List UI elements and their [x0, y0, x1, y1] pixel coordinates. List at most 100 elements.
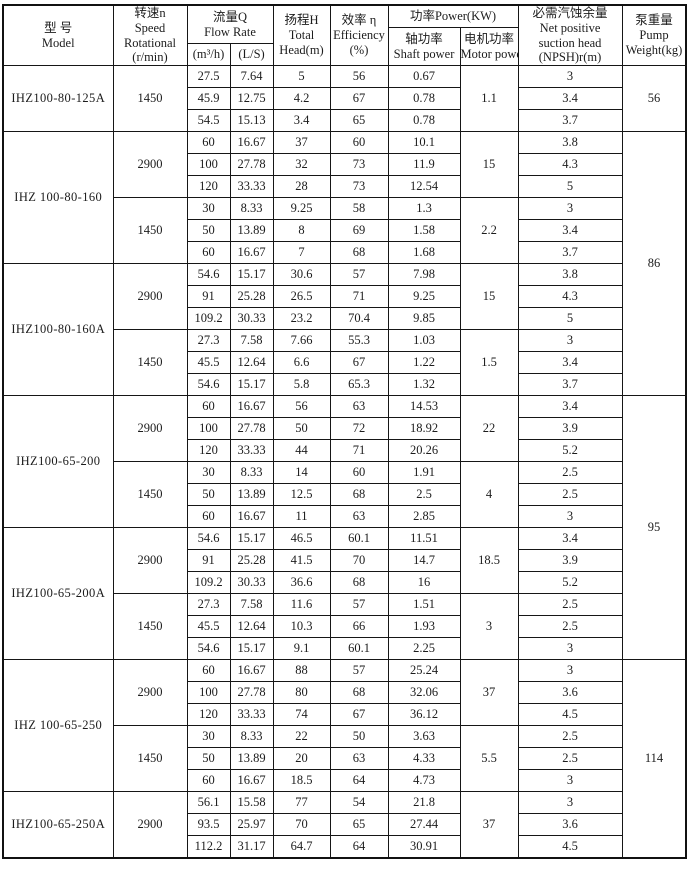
efficiency-cell: 60 [329, 461, 389, 484]
efficiency-cell: 70 [329, 549, 389, 572]
head-cell: 9.1 [272, 637, 331, 660]
speed-cell: 1450 [112, 197, 188, 264]
shaft-power-cell: 36.12 [387, 703, 461, 726]
model-cell: IHZ100-65-200 [2, 395, 114, 528]
npsh-cell: 3 [517, 197, 623, 220]
flow-m3h-cell: 54.6 [186, 527, 231, 550]
shaft-power-cell: 1.51 [387, 593, 461, 616]
efficiency-cell: 50 [329, 725, 389, 748]
efficiency-cell: 54 [329, 791, 389, 814]
head-cell: 8 [272, 219, 331, 242]
motor-power-cell: 37 [459, 791, 519, 859]
shaft-power-cell: 2.85 [387, 505, 461, 528]
flow-m3h-cell: 91 [186, 285, 231, 308]
npsh-cell: 3 [517, 505, 623, 528]
table-row: 91 25.28 26.5 71 9.25 4.3 [3, 285, 686, 308]
npsh-cell: 4.5 [517, 835, 623, 859]
efficiency-cell: 68 [329, 241, 389, 264]
shaft-power-cell: 14.7 [387, 549, 461, 572]
efficiency-cell: 60.1 [329, 527, 389, 550]
header-flow-unit-ls: (L/S) [229, 43, 274, 66]
flow-ls-cell: 33.33 [229, 703, 274, 726]
flow-ls-cell: 25.97 [229, 813, 274, 836]
speed-cell: 1450 [112, 593, 188, 660]
efficiency-cell: 60.1 [329, 637, 389, 660]
npsh-cell: 3.8 [517, 263, 623, 286]
head-cell: 11.6 [272, 593, 331, 616]
efficiency-cell: 60 [329, 131, 389, 154]
efficiency-cell: 67 [329, 87, 389, 110]
speed-cell: 2900 [112, 659, 188, 726]
npsh-cell: 4.3 [517, 153, 623, 176]
head-cell: 14 [272, 461, 331, 484]
flow-m3h-cell: 60 [186, 241, 231, 264]
efficiency-cell: 68 [329, 571, 389, 594]
npsh-cell: 2.5 [517, 593, 623, 616]
table-row: IHZ100-80-160A 2900 54.6 15.17 30.6 57 7… [2, 263, 686, 396]
npsh-cell: 3.6 [517, 681, 623, 704]
flow-m3h-cell: 54.6 [186, 637, 231, 660]
table-row: 50 13.89 20 63 4.33 2.5 [3, 747, 686, 770]
shaft-power-cell: 4.73 [387, 769, 461, 792]
efficiency-cell: 69 [329, 219, 389, 242]
model-cell: IHZ100-65-200A [2, 527, 114, 660]
speed-cell: 1450 [112, 461, 188, 528]
npsh-cell: 2.5 [517, 461, 623, 484]
npsh-cell: 3 [517, 637, 623, 660]
header-efficiency: 效率 η Efficiency (%) [329, 4, 389, 66]
shaft-power-cell: 32.06 [387, 681, 461, 704]
header-speed-en2: Rotational [123, 35, 177, 50]
flow-ls-cell: 33.33 [229, 439, 274, 462]
speed-cell: 2900 [112, 131, 188, 198]
header-weight: 泵重量 Pump Weight(kg) [621, 4, 687, 66]
speed-cell: 1450 [112, 725, 188, 792]
table-row: 54.6 15.17 9.1 60.1 2.25 3 [3, 637, 686, 660]
shaft-power-cell: 2.5 [387, 483, 461, 506]
header-head-zh: 扬程H [284, 13, 319, 28]
header-npsh-unit: (NPSH)r(m) [538, 50, 602, 65]
shaft-power-cell: 7.98 [387, 263, 461, 286]
efficiency-cell: 65.3 [329, 373, 389, 396]
head-cell: 32 [272, 153, 331, 176]
flow-ls-cell: 13.89 [229, 483, 274, 506]
motor-power-cell: 18.5 [459, 527, 519, 594]
flow-m3h-cell: 120 [186, 175, 231, 198]
table-row: 1450 30 8.33 9.25 58 1.3 2.2 3 [3, 197, 686, 264]
npsh-cell: 5.2 [517, 439, 623, 462]
shaft-power-cell: 11.51 [387, 527, 461, 550]
npsh-cell: 3.7 [517, 373, 623, 396]
head-cell: 5 [272, 65, 331, 88]
table-row: 1450 27.3 7.58 11.6 57 1.51 3 2.5 [3, 593, 686, 660]
flow-ls-cell: 15.17 [229, 637, 274, 660]
header-npsh: 必需汽蚀余量 Net positive suction head (NPSH)r… [517, 4, 623, 66]
header-efficiency-en: Efficiency [333, 28, 385, 43]
efficiency-cell: 58 [329, 197, 389, 220]
efficiency-cell: 70.4 [329, 307, 389, 330]
head-cell: 44 [272, 439, 331, 462]
flow-m3h-cell: 60 [186, 769, 231, 792]
head-cell: 20 [272, 747, 331, 770]
header-motor-power-zh: 电机功率 [464, 31, 515, 46]
table-row: 109.2 30.33 23.2 70.4 9.85 5 [3, 307, 686, 330]
table-row: 45.5 12.64 6.6 67 1.22 3.4 [3, 351, 686, 374]
table-row: 60 16.67 11 63 2.85 3 [3, 505, 686, 528]
table-row: 100 27.78 32 73 11.9 4.3 [3, 153, 686, 176]
flow-ls-cell: 15.17 [229, 527, 274, 550]
efficiency-cell: 66 [329, 615, 389, 638]
head-cell: 30.6 [272, 263, 331, 286]
flow-ls-cell: 15.13 [229, 109, 274, 132]
weight-cell: 95 [621, 395, 687, 660]
motor-power-cell: 2.2 [459, 197, 519, 264]
shaft-power-cell: 1.68 [387, 241, 461, 264]
header-model: 型 号 Model [2, 4, 114, 66]
npsh-cell: 3.4 [517, 527, 623, 550]
motor-power-cell: 15 [459, 263, 519, 330]
header-flow-en: Flow Rate [204, 24, 256, 39]
head-cell: 46.5 [272, 527, 331, 550]
header-model-zh: 型 号 [44, 20, 73, 35]
npsh-cell: 3.8 [517, 131, 623, 154]
header-speed: 转速n Speed Rotational (r/min) [112, 4, 188, 66]
head-cell: 56 [272, 395, 331, 418]
shaft-power-cell: 2.25 [387, 637, 461, 660]
flow-ls-cell: 16.67 [229, 659, 274, 682]
